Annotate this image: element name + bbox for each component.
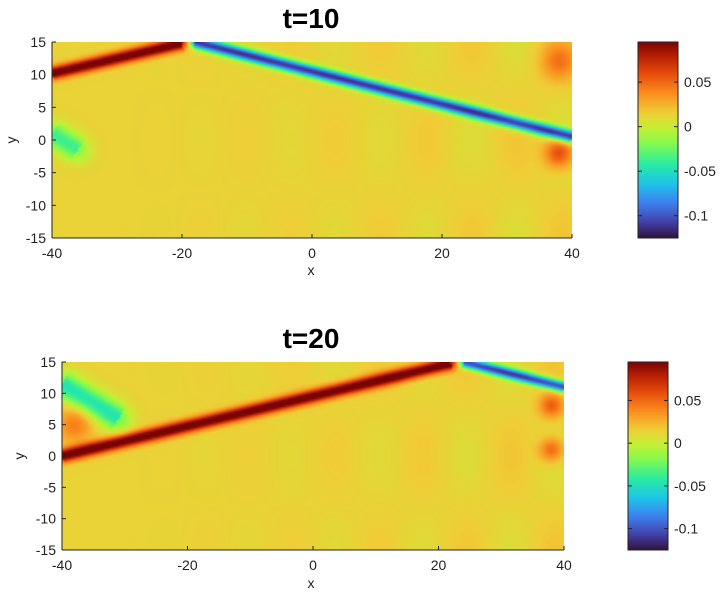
colorbar-tick-label: 0 xyxy=(674,435,682,451)
x-tick-label: -40 xyxy=(52,557,72,573)
colorbar-tick-label: 0 xyxy=(684,119,692,135)
x-tick-label: -40 xyxy=(42,245,62,261)
x-axis-label: x xyxy=(308,262,315,278)
colorbar-gradient xyxy=(627,361,669,551)
y-tick-label: 10 xyxy=(40,385,56,401)
heatmap-field xyxy=(52,42,572,238)
x-axis-label: x xyxy=(308,575,315,591)
y-axis-label: y xyxy=(11,453,27,460)
x-tick-label: 20 xyxy=(431,557,447,573)
colorbar-gradient xyxy=(637,41,679,239)
y-tick-label: -10 xyxy=(26,197,46,213)
x-tick-label: 40 xyxy=(564,245,580,261)
y-tick-label: -15 xyxy=(26,230,46,246)
y-tick-label: 0 xyxy=(48,448,56,464)
colorbar-tick-label: 0.05 xyxy=(684,74,711,90)
y-tick-label: -5 xyxy=(34,165,47,181)
chart-title: t=10 xyxy=(283,3,340,34)
x-tick-label: -20 xyxy=(177,557,197,573)
y-axis-label: y xyxy=(3,137,19,144)
x-tick-label: -20 xyxy=(172,245,192,261)
colorbar-tick-label: -0.05 xyxy=(684,163,716,179)
y-tick-label: 15 xyxy=(30,34,46,50)
x-tick-label: 0 xyxy=(309,557,317,573)
chart-title: t=20 xyxy=(283,323,340,354)
colorbar-tick-label: -0.1 xyxy=(674,521,698,537)
y-tick-label: -15 xyxy=(36,542,56,558)
y-tick-label: -10 xyxy=(36,511,56,527)
panel-1: -40 -20 0 20 40 -15 -10 -5 0 5 10 15 t=10 x y 0.05 0 -0.0… xyxy=(3,3,716,278)
x-tick-label: 20 xyxy=(434,245,450,261)
y-tick-label: 10 xyxy=(30,67,46,83)
y-tick-label: 5 xyxy=(38,99,46,115)
colorbar-tick-label: -0.05 xyxy=(674,478,706,494)
y-tick-label: 15 xyxy=(40,354,56,370)
y-tick-label: -5 xyxy=(44,479,57,495)
colorbar: 0.05 0 -0.05 -0.1 xyxy=(637,41,716,239)
y-tick-label: 5 xyxy=(48,417,56,433)
colorbar-tick-label: 0.05 xyxy=(674,392,701,408)
y-tick-label: 0 xyxy=(38,132,46,148)
heatmap-field xyxy=(62,362,564,550)
x-tick-label: 40 xyxy=(556,557,572,573)
colorbar-tick-label: -0.1 xyxy=(684,208,708,224)
panel-2: -40 -20 0 20 40 -15 -10 -5 0 5 10 15 t=20 x y 0.05 0 -0.0… xyxy=(11,323,706,591)
x-tick-label: 0 xyxy=(308,245,316,261)
colorbar: 0.05 0 -0.05 -0.1 xyxy=(627,361,706,551)
